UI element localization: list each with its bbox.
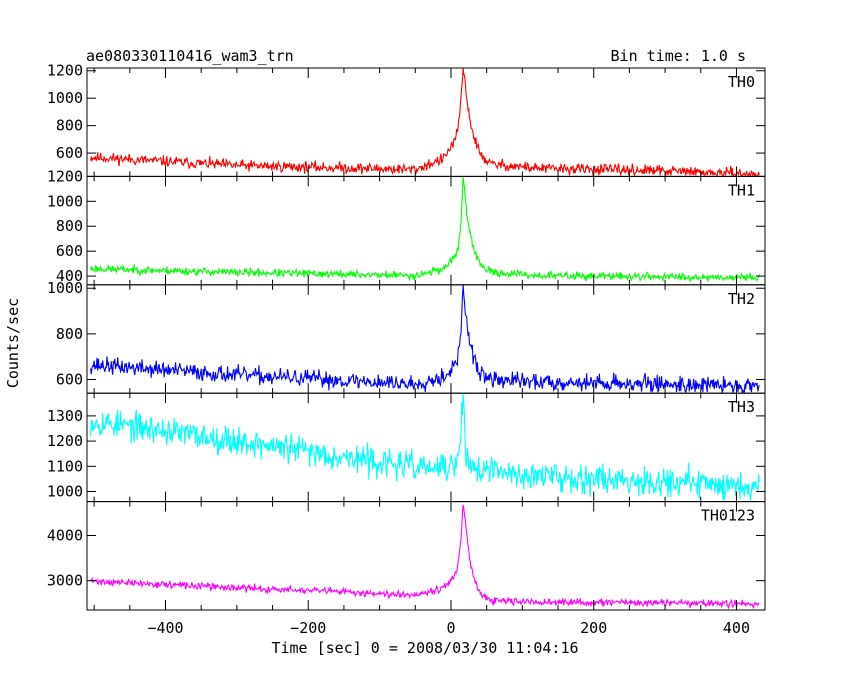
panel-frame xyxy=(86,175,766,286)
y-tick-label: 1200 xyxy=(47,167,83,185)
x-tick-label: 200 xyxy=(580,619,607,637)
series-line-th0123 xyxy=(90,504,760,610)
panel-name: TH0 xyxy=(728,73,755,91)
y-tick-label: 600 xyxy=(56,144,83,162)
y-tick-label: 1000 xyxy=(47,192,83,210)
y-tick-label: 400 xyxy=(56,267,83,285)
y-tick-label: 1000 xyxy=(47,89,83,107)
panel-name: TH2 xyxy=(728,290,755,308)
y-tick-label: 4000 xyxy=(47,526,83,544)
panel-frame xyxy=(86,501,766,611)
panel-frame xyxy=(86,67,766,177)
panel-th2: 600 800 1000 TH2 xyxy=(47,279,766,395)
x-tick-label: 0 xyxy=(446,619,455,637)
x-tick-label: 400 xyxy=(723,619,750,637)
y-tick-label: 600 xyxy=(56,371,83,389)
y-tick-label: 1200 xyxy=(47,62,83,80)
panel-th0: 600 800 1000 1200 TH0 xyxy=(47,62,766,178)
panel-name: TH0123 xyxy=(701,507,755,525)
panel-th0123: 3000 4000 TH0123 xyxy=(47,501,766,611)
series-line-th2 xyxy=(90,284,760,395)
y-tick-label: 800 xyxy=(56,117,83,135)
panel-th1: 400 600 800 1000 1200 TH1 xyxy=(47,167,766,286)
y-tick-label: 1100 xyxy=(47,457,83,475)
y-tick-label: 800 xyxy=(56,217,83,235)
panel-frame xyxy=(86,392,766,503)
y-tick-label: 600 xyxy=(56,242,83,260)
y-tick-label: 1300 xyxy=(47,407,83,425)
y-tick-label: 1000 xyxy=(47,279,83,297)
y-tick-label: 800 xyxy=(56,325,83,343)
series-line-th0 xyxy=(90,67,760,178)
panel-stack: 600 800 1000 1200 TH0 400 600 800 1000 1200 TH1 600… xyxy=(47,62,766,637)
panel-name: TH1 xyxy=(728,181,755,199)
panel-frame xyxy=(86,284,766,394)
series-line-th3 xyxy=(90,393,760,501)
panel-name: TH3 xyxy=(728,398,755,416)
x-tick-label: −200 xyxy=(290,619,326,637)
y-axis-label: Counts/sec xyxy=(4,298,22,388)
chart-title: ae080330110416_wam3_trn xyxy=(86,47,294,65)
y-tick-label: 3000 xyxy=(47,572,83,590)
panel-th3: 1000 1100 1200 1300 TH3 xyxy=(47,392,766,503)
x-tick-label: −400 xyxy=(147,619,183,637)
bin-time-label: Bin time: 1.0 s xyxy=(611,47,746,65)
x-axis-label: Time [sec] 0 = 2008/03/30 11:04:16 xyxy=(271,639,578,657)
x-axis: −400 −200 0 200 400 xyxy=(147,619,750,637)
y-tick-label: 1200 xyxy=(47,432,83,450)
y-tick-label: 1000 xyxy=(47,483,83,501)
series-line-th1 xyxy=(90,176,760,283)
